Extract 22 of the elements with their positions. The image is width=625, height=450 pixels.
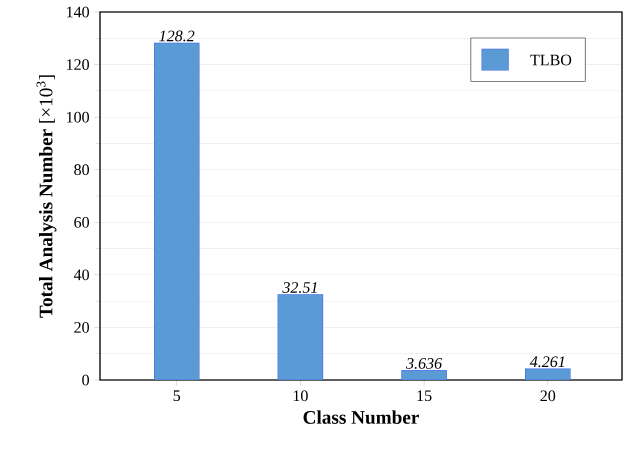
data-label: 32.51: [282, 282, 317, 293]
y-tick-label: 140: [67, 6, 89, 18]
x-axis-title: Class Number: [304, 410, 419, 424]
x-tick-label: 15: [417, 390, 432, 402]
bar: [525, 368, 571, 380]
y-tick-label: 20: [74, 322, 89, 333]
data-label: 4.261: [530, 356, 564, 368]
y-axis-title: Total Analysis Number [×10$^{3}$]: [36, 75, 56, 318]
x-tick-label: 20: [540, 390, 556, 402]
bar: [154, 42, 200, 380]
data-label: 3.636: [406, 358, 442, 369]
x-tick-label: 10: [294, 390, 308, 402]
y-tick-label: 80: [74, 164, 89, 176]
y-tick-label: 120: [67, 59, 89, 70]
legend-label: TLBO: [530, 54, 572, 66]
y-tick-label: 40: [74, 269, 89, 280]
y-tick-label: 100: [67, 112, 89, 123]
data-label: 128.2: [159, 30, 194, 42]
y-tick-label: 0: [82, 374, 89, 386]
y-tick-label: 60: [74, 216, 89, 228]
bar: [278, 294, 324, 380]
x-tick-label: 5: [174, 390, 180, 402]
